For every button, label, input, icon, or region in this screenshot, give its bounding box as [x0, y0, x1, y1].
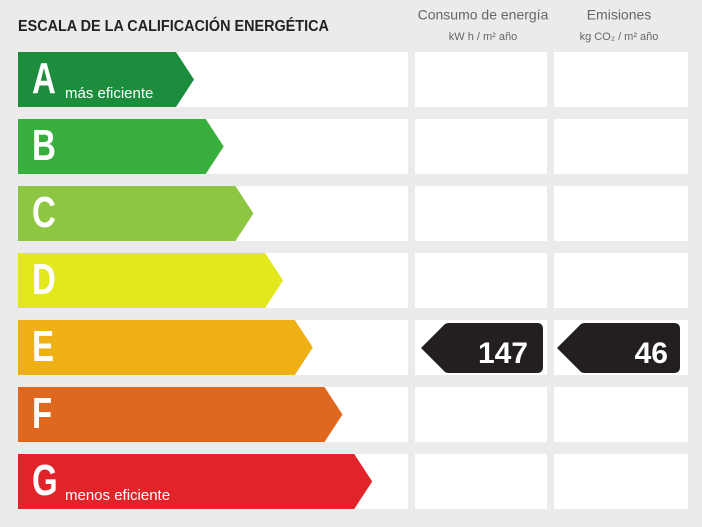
rating-letter: F: [32, 390, 52, 439]
consumption-cell: [415, 387, 547, 442]
column-title: Emisiones: [587, 7, 652, 23]
consumption-cell: [415, 253, 547, 308]
consumption-value: 147: [478, 337, 528, 370]
column-unit: kg CO₂ / m² año: [580, 31, 659, 43]
rating-arrow: [18, 186, 254, 241]
rating-arrow: [18, 320, 313, 375]
rating-letter: D: [32, 256, 56, 305]
column-title: Consumo de energía: [418, 7, 549, 23]
consumption-cell: [415, 52, 547, 107]
rating-letter: A: [32, 55, 56, 104]
title: ESCALA DE LA CALIFICACIÓN ENERGÉTICA: [18, 17, 329, 36]
rating-arrow: [18, 454, 373, 509]
rating-letter: C: [32, 189, 56, 238]
rating-letter: B: [32, 122, 56, 171]
emissions-cell: [554, 52, 688, 107]
emissions-cell: [554, 186, 688, 241]
column-unit: kW h / m² año: [449, 31, 517, 43]
consumption-marker: [421, 323, 543, 373]
rating-note: menos eficiente: [65, 487, 170, 504]
emissions-cell: [554, 454, 688, 509]
consumption-cell: [415, 454, 547, 509]
rating-arrow: [18, 253, 284, 308]
emissions-cell: [554, 253, 688, 308]
rating-letter: E: [32, 323, 54, 372]
emissions-value: 46: [635, 337, 668, 370]
rating-letter: G: [32, 457, 58, 506]
consumption-cell: [415, 119, 547, 174]
emissions-cell: [554, 387, 688, 442]
rating-arrow: [18, 52, 194, 107]
rating-arrow: [18, 119, 224, 174]
emissions-cell: [554, 119, 688, 174]
emissions-marker: [557, 323, 680, 373]
consumption-cell: [415, 186, 547, 241]
rating-note: más eficiente: [65, 85, 153, 102]
rating-arrow: [18, 387, 343, 442]
